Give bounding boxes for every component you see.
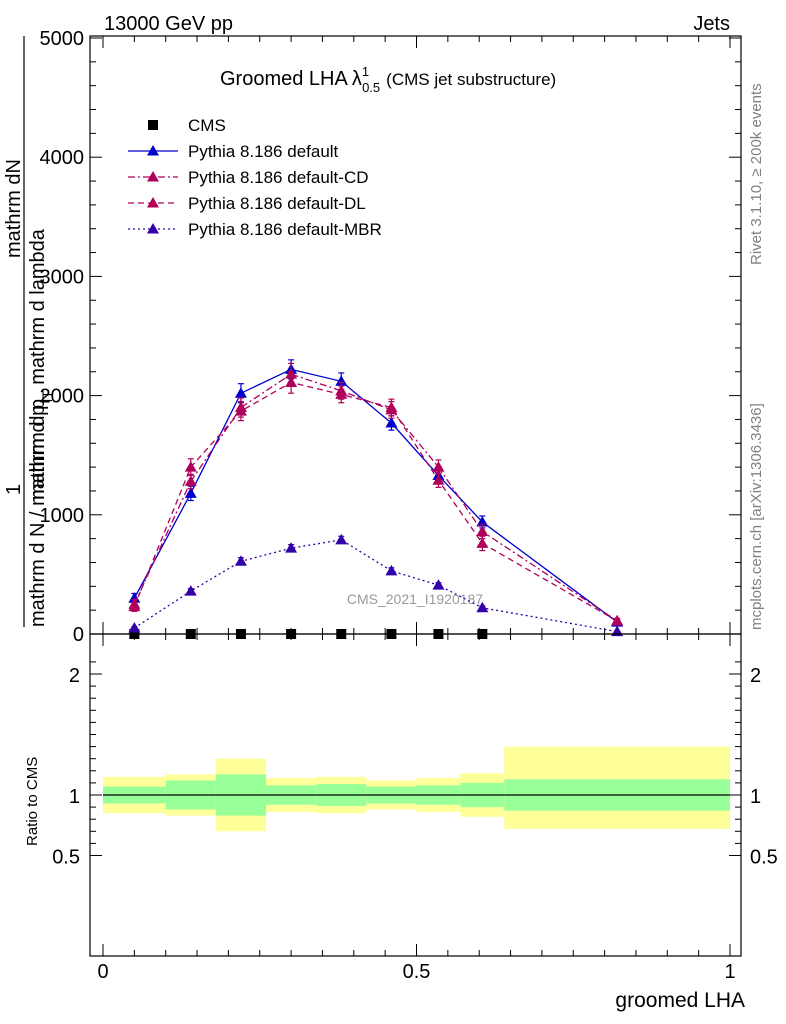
ratio-panel: 0.5 0.5 1 1 2 2 0 0.5 1 Ratio to CMS groomed LHA bbox=[24, 633, 778, 1012]
data-point bbox=[147, 145, 159, 156]
ylabel-one: 1 bbox=[3, 484, 25, 495]
y-tick-label: 3000 bbox=[40, 266, 85, 288]
data-point bbox=[285, 542, 298, 553]
data-point bbox=[611, 614, 624, 626]
series-line bbox=[133, 539, 618, 633]
series-pythia-8-186-default-cd bbox=[128, 362, 624, 626]
data-point bbox=[184, 475, 197, 486]
data-point bbox=[385, 564, 398, 576]
data-point bbox=[335, 388, 348, 399]
legend-entry: Pythia 8.186 default-CD bbox=[188, 168, 369, 187]
ratio-y-tick-label-right: 1 bbox=[750, 786, 761, 808]
x-tick-label: 1 bbox=[724, 961, 735, 983]
analysis-watermark: CMS_2021_I1920187 bbox=[347, 591, 483, 607]
data-point bbox=[476, 537, 489, 548]
data-point bbox=[234, 387, 247, 398]
ratio-ylabel: Ratio to CMS bbox=[24, 757, 41, 846]
data-point bbox=[432, 579, 445, 590]
legend-entry: Pythia 8.186 default-MBR bbox=[188, 220, 382, 239]
chart-title: Groomed LHA λ1 0.5 (CMS jet substructure) bbox=[220, 64, 556, 95]
ratio-y-tick-label-right: 2 bbox=[750, 665, 761, 687]
y-tick-label: 1000 bbox=[40, 505, 85, 527]
x-axis-label: groomed LHA bbox=[615, 989, 745, 1012]
data-point bbox=[128, 600, 141, 612]
data-point bbox=[234, 555, 247, 566]
ratio-frame bbox=[89, 633, 742, 957]
header-left: 13000 GeV pp bbox=[104, 13, 233, 35]
header-right: Jets bbox=[693, 13, 730, 35]
data-point bbox=[147, 223, 159, 234]
rivet-label: Rivet 3.1.10, ≥ 200k events bbox=[748, 83, 765, 265]
legend-entry: Pythia 8.186 default-DL bbox=[188, 194, 366, 213]
data-point bbox=[285, 376, 298, 387]
data-point bbox=[385, 417, 398, 428]
data-point bbox=[184, 585, 197, 596]
x-tick-label: 0.5 bbox=[403, 961, 431, 983]
data-point bbox=[335, 375, 348, 386]
ratio-y-tick-label: 0.5 bbox=[52, 847, 80, 869]
series-pythia-8-186-default-dl bbox=[128, 371, 624, 626]
y-tick-label: 5000 bbox=[40, 28, 85, 50]
ratio-y-tick-label: 1 bbox=[69, 786, 80, 808]
data-point bbox=[385, 401, 398, 413]
main-panel: mathrm dN mathrm d pT mathrm d lambda 1 … bbox=[3, 28, 742, 646]
legend-entry: Pythia 8.186 default bbox=[188, 142, 339, 161]
legend: CMS Pythia 8.186 default Pythia 8.186 defa… bbox=[128, 116, 382, 239]
data-point bbox=[147, 197, 159, 208]
y-tick-label: 2000 bbox=[40, 386, 85, 408]
ratio-y-tick-label: 2 bbox=[69, 665, 80, 687]
y-tick-label: 0 bbox=[73, 624, 84, 646]
data-point bbox=[335, 533, 348, 545]
data-point bbox=[148, 120, 158, 130]
ylabel-bottom: mathrm d N / mathrm d pT bbox=[27, 396, 55, 627]
data-point bbox=[147, 171, 159, 182]
data-point bbox=[184, 487, 197, 498]
x-tick-label: 0 bbox=[97, 961, 108, 983]
data-point bbox=[234, 405, 247, 416]
data-point bbox=[184, 461, 197, 472]
data-point bbox=[128, 592, 141, 603]
legend-entry: CMS bbox=[188, 116, 226, 135]
ratio-y-tick-label-right: 0.5 bbox=[750, 847, 778, 869]
series-pythia-8-186-default-mbr bbox=[128, 533, 624, 637]
series-line bbox=[133, 381, 618, 622]
data-point bbox=[128, 622, 141, 633]
ylabel-left: mathrm dN bbox=[3, 159, 25, 258]
series-line bbox=[133, 373, 618, 622]
series-pythia-8-186-default bbox=[128, 359, 624, 627]
mcplots-label: mcplots.cern.ch [arXiv:1306.3436] bbox=[748, 403, 765, 630]
data-point bbox=[476, 525, 489, 536]
ylabel-right: mathrm d pT mathrm d lambda bbox=[27, 228, 55, 500]
data-point bbox=[432, 474, 445, 485]
series-line bbox=[133, 368, 618, 623]
data-point bbox=[432, 461, 445, 472]
y-tick-label: 4000 bbox=[40, 147, 85, 169]
data-point bbox=[476, 601, 489, 613]
